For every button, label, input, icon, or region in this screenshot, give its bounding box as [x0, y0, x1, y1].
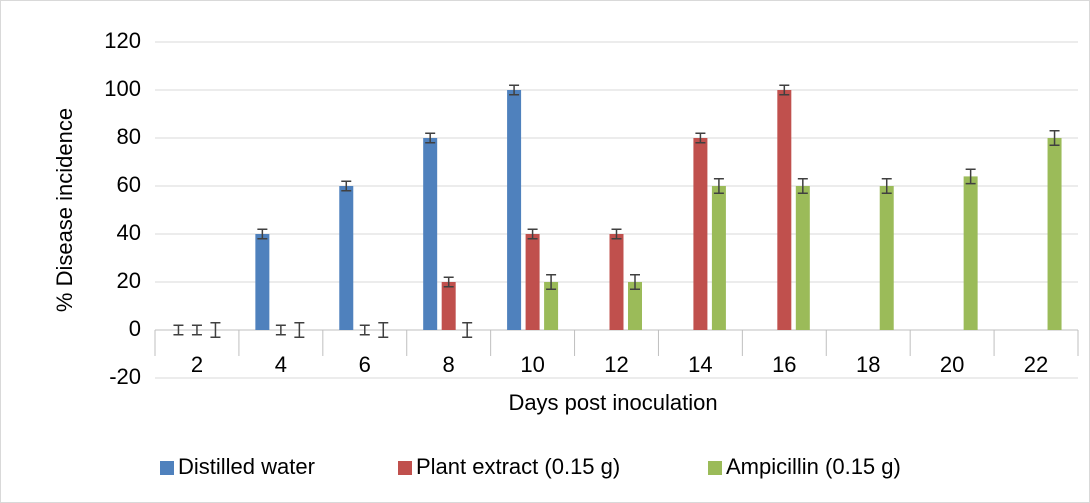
- y-tick-label: -20: [109, 364, 141, 389]
- bar: [1047, 138, 1062, 330]
- x-tick-label: 2: [191, 352, 203, 377]
- y-tick-label: 100: [104, 76, 141, 101]
- error-bar: [965, 168, 976, 185]
- bar: [795, 186, 810, 330]
- error-bar: [546, 274, 557, 290]
- bar: [441, 282, 456, 330]
- y-tick-label: 40: [117, 220, 141, 245]
- y-tick-label: 20: [117, 268, 141, 293]
- legend-label: Distilled water: [178, 454, 315, 479]
- bar: [525, 234, 540, 330]
- legend-label: Ampicillin (0.15 g): [726, 454, 901, 479]
- error-bar: [779, 84, 790, 96]
- error-bar: [378, 322, 389, 338]
- error-bar: [425, 132, 436, 144]
- bar: [544, 282, 559, 330]
- error-bar: [695, 132, 706, 144]
- y-tick-label: 60: [117, 172, 141, 197]
- bar: [963, 176, 978, 330]
- x-tick-label: 12: [604, 352, 628, 377]
- y-tick-label: 80: [117, 124, 141, 149]
- error-bar: [630, 274, 640, 290]
- error-bar: [881, 178, 892, 194]
- x-tick-label: 14: [688, 352, 712, 377]
- legend-label: Plant extract (0.15 g): [416, 454, 620, 479]
- legend-swatch: [398, 461, 412, 475]
- bar: [339, 186, 354, 330]
- error-bar: [462, 322, 473, 338]
- error-bar: [713, 178, 724, 194]
- x-tick-label: 18: [856, 352, 880, 377]
- bar: [628, 282, 642, 330]
- x-tick-label: 20: [940, 352, 964, 377]
- error-bar: [1049, 130, 1060, 146]
- error-bar: [341, 180, 352, 192]
- bar: [879, 186, 894, 330]
- y-tick-label: 0: [129, 316, 141, 341]
- bar: [423, 138, 438, 330]
- error-bar: [191, 324, 202, 336]
- error-bar: [527, 228, 538, 240]
- x-tick-label: 8: [443, 352, 455, 377]
- bar: [693, 138, 708, 330]
- error-bar: [294, 322, 305, 338]
- error-bar: [257, 228, 268, 240]
- bar: [609, 234, 624, 330]
- x-tick-label: 6: [359, 352, 371, 377]
- error-bar: [611, 228, 622, 240]
- legend-swatch: [708, 461, 722, 475]
- error-bar: [210, 322, 221, 338]
- x-tick-label: 16: [772, 352, 796, 377]
- y-axis-title: % Disease incidence: [52, 108, 77, 312]
- x-axis-title: Days post inoculation: [508, 390, 717, 415]
- bar: [507, 90, 522, 330]
- x-tick-label: 22: [1024, 352, 1048, 377]
- error-bar: [443, 276, 454, 288]
- error-bar: [359, 324, 370, 336]
- error-bar: [509, 84, 520, 96]
- x-tick-label: 10: [520, 352, 544, 377]
- y-tick-label: 120: [104, 28, 141, 53]
- bar: [711, 186, 726, 330]
- legend-swatch: [160, 461, 174, 475]
- bar: [255, 234, 270, 330]
- x-tick-label: 4: [275, 352, 287, 377]
- error-bar: [797, 178, 808, 194]
- bar: [777, 90, 792, 330]
- error-bar: [173, 324, 184, 336]
- error-bar: [275, 324, 286, 336]
